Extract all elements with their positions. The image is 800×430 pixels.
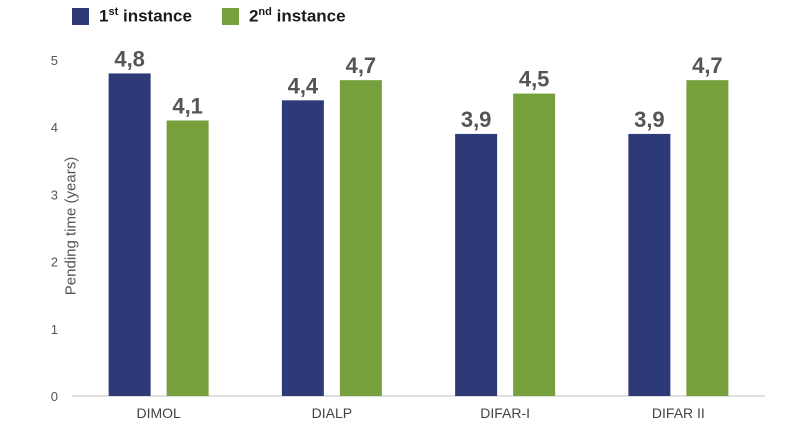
data-label-first-instance: 3,9 [634,107,665,132]
legend-item-first-instance[interactable]: 1st instance [72,6,192,27]
chart-legend: 1st instance 2nd instance [72,6,346,27]
bar-first-instance [108,73,151,396]
legend-label-first-instance: 1st instance [99,6,192,26]
y-tick-label: 5 [51,53,58,68]
data-label-first-instance: 4,8 [114,46,145,71]
data-label-second-instance: 4,5 [519,67,550,92]
bar-first-instance [628,133,671,397]
bar-first-instance [281,100,324,396]
y-tick-label: 4 [51,120,58,135]
x-tick-label: DIMOL [136,405,181,421]
data-label-second-instance: 4,1 [172,93,203,118]
y-tick-label: 2 [51,255,58,270]
legend-item-second-instance[interactable]: 2nd instance [221,6,346,27]
y-tick-label: 3 [51,187,58,202]
y-tick-label: 1 [51,322,58,337]
legend-swatch-second-instance [221,7,239,25]
x-tick-label: DIALP [312,405,352,421]
x-tick-label: DIFAR II [652,405,705,421]
data-label-second-instance: 4,7 [692,53,723,78]
bar-second-instance [513,93,556,396]
y-tick-label: 0 [51,389,58,404]
data-label-first-instance: 3,9 [461,107,492,132]
bar-second-instance [166,120,209,396]
legend-swatch-first-instance [72,7,89,25]
bar-second-instance [339,80,382,396]
bar-first-instance [455,133,498,397]
x-tick-label: DIFAR-I [480,405,530,421]
legend-label-second-instance: 2nd instance [248,6,346,26]
bar-second-instance [686,80,729,396]
data-label-second-instance: 4,7 [346,53,377,78]
data-label-first-instance: 4,4 [288,73,319,98]
